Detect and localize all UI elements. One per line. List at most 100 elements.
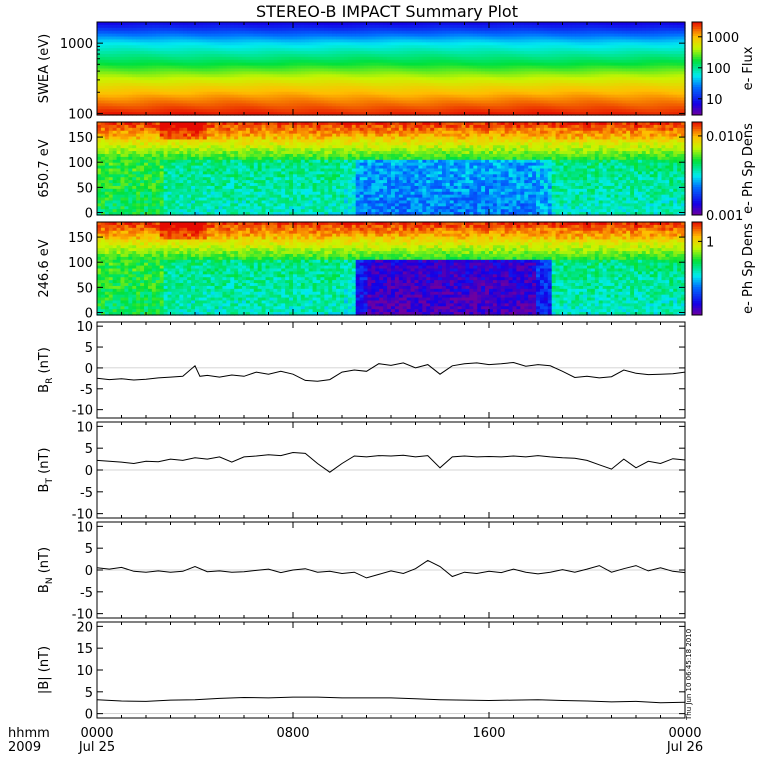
heatmap-cell (536, 36, 541, 41)
heatmap-cell (347, 53, 353, 58)
heatmap-cell (669, 83, 674, 87)
heatmap-cell (516, 71, 521, 75)
heatmap-cell (269, 42, 274, 46)
heatmap-cell (520, 27, 525, 32)
colorbar-segment (692, 101, 702, 104)
heatmap-cell (183, 42, 188, 46)
heatmap-cell (312, 39, 318, 43)
heatmap-cell (210, 100, 216, 104)
heatmap-cell (618, 30, 623, 35)
heatmap-cell (449, 109, 455, 113)
heatmap-cell (273, 71, 278, 75)
heatmap-cell (179, 83, 184, 87)
heatmap-cell (481, 59, 486, 64)
heatmap-cell (226, 48, 231, 52)
heatmap-cell (669, 94, 674, 99)
heatmap-cell (242, 100, 247, 104)
heatmap-cell (308, 77, 314, 81)
heatmap-cell (363, 24, 369, 29)
heatmap-cell (222, 39, 227, 43)
heatmap-cell (183, 22, 188, 26)
heatmap-cell (144, 62, 149, 67)
heatmap-cell (453, 74, 459, 78)
heatmap-cell (465, 33, 470, 38)
heatmap-cell (575, 106, 580, 110)
heatmap-cell (626, 33, 631, 38)
heatmap-cell (571, 39, 576, 43)
heatmap-cell (316, 36, 322, 41)
heatmap-cell (289, 112, 294, 116)
heatmap-cell (492, 53, 498, 58)
heatmap-cell (469, 109, 474, 113)
heatmap-cell (422, 83, 427, 87)
heatmap-cell (563, 33, 568, 38)
heatmap-cell (100, 71, 106, 75)
heatmap-cell (308, 30, 314, 35)
heatmap-cell (398, 62, 404, 67)
heatmap-cell (449, 80, 455, 84)
heatmap-cell (316, 91, 322, 96)
heatmap-cell (379, 39, 384, 43)
heatmap-cell (375, 91, 380, 96)
heatmap-cell (457, 85, 463, 90)
heatmap-cell (273, 103, 278, 107)
heatmap-cell (492, 91, 498, 96)
heatmap-cell (195, 112, 200, 116)
heatmap-cell (457, 106, 463, 110)
heatmap-cell (485, 88, 490, 93)
heatmap-cell (473, 103, 478, 107)
heatmap-cell (520, 59, 525, 64)
heatmap-cell (351, 24, 357, 29)
heatmap-cell (312, 51, 318, 55)
heatmap-cell (532, 59, 537, 64)
heatmap-cell (528, 33, 533, 38)
heatmap-cell (567, 33, 572, 38)
heatmap-cell (590, 51, 596, 55)
heatmap-cell (449, 33, 455, 38)
heatmap-cell (422, 30, 427, 35)
heatmap-cell (504, 77, 510, 81)
heatmap-cell (438, 106, 443, 110)
heatmap-cell (665, 77, 670, 81)
heatmap-cell (465, 109, 470, 113)
heatmap-cell (645, 85, 651, 90)
heatmap-cell (155, 65, 161, 70)
heatmap-cell (97, 180, 102, 184)
heatmap-cell (210, 85, 216, 90)
heatmap-cell (340, 65, 345, 70)
colorbar-segment (692, 94, 702, 97)
heatmap-cell (179, 74, 184, 78)
heatmap-cell (97, 159, 102, 164)
heatmap-cell (175, 83, 180, 87)
heatmap-cell (571, 62, 576, 67)
heatmap-cell (555, 33, 561, 38)
heatmap-cell (214, 48, 220, 52)
heatmap-cell (343, 83, 349, 87)
heatmap-cell (465, 27, 470, 32)
heatmap-cell (492, 22, 498, 26)
heatmap-cell (598, 42, 604, 46)
heatmap-cell (289, 33, 294, 38)
heatmap-cell (355, 51, 361, 55)
heatmap-cell (100, 33, 106, 38)
heatmap-cell (434, 83, 439, 87)
heatmap-cell (187, 97, 192, 102)
heatmap-cell (618, 103, 623, 107)
heatmap-cell (653, 71, 659, 75)
heatmap-cell (622, 36, 627, 41)
heatmap-0 (97, 22, 686, 116)
heatmap-cell (496, 80, 502, 84)
heatmap-cell (147, 83, 153, 87)
heatmap-cell (434, 62, 439, 67)
heatmap-cell (434, 103, 439, 107)
heatmap-cell (524, 106, 529, 110)
heatmap-cell (100, 171, 106, 175)
heatmap-cell (555, 42, 561, 46)
heatmap-cell (253, 71, 259, 75)
heatmap-cell (359, 91, 365, 96)
colorbar-tick-label: 1000 (706, 31, 739, 46)
heatmap-cell (587, 53, 592, 58)
heatmap-cell (151, 51, 157, 55)
heatmap-cell (441, 51, 447, 55)
heatmap-cell (285, 22, 290, 26)
